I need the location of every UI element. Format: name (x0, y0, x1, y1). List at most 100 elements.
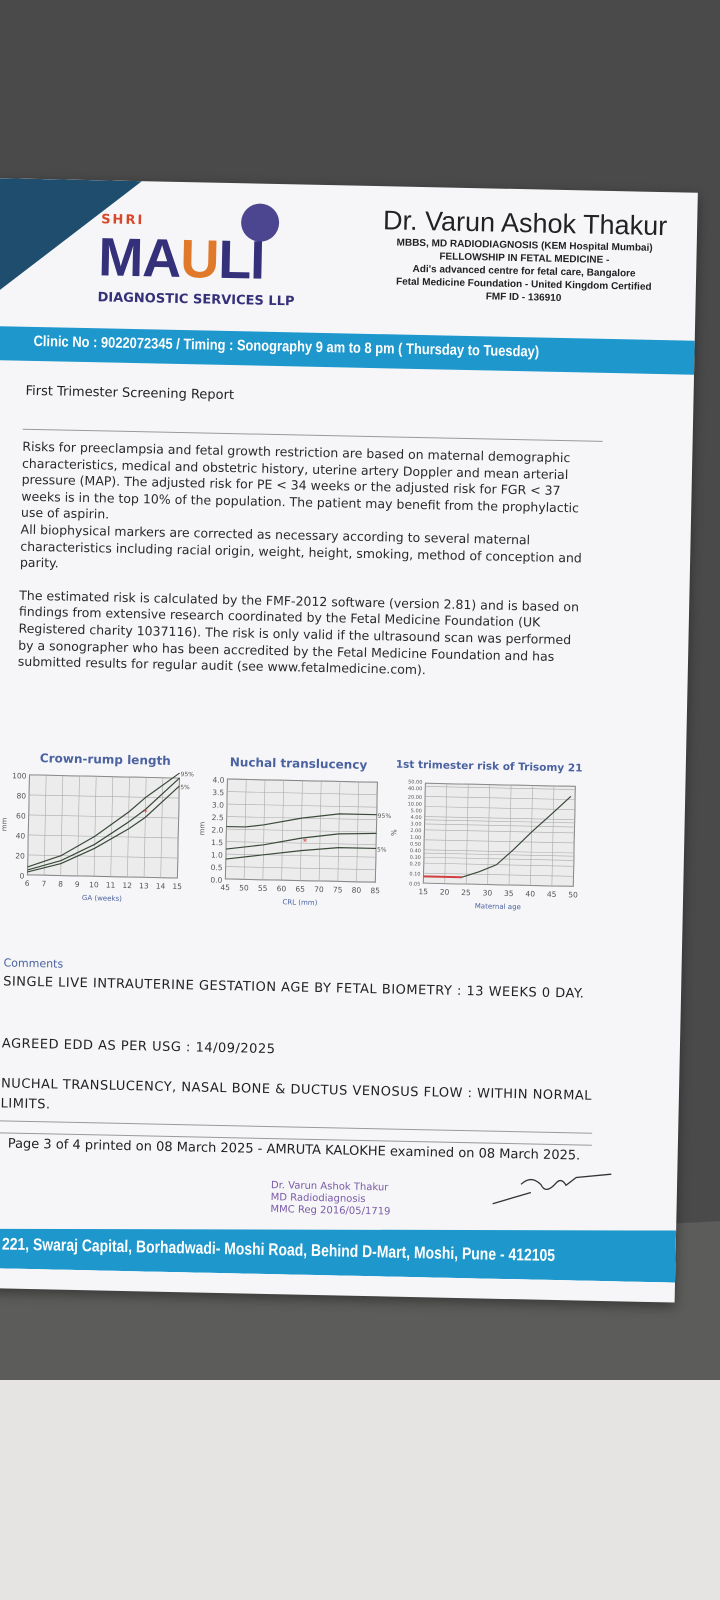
y-tick-label: 60 (16, 811, 26, 820)
y-tick-label: 0.40 (410, 848, 421, 854)
y-tick-label: 50.00 (408, 779, 422, 785)
x-tick-label: 80 (352, 886, 362, 895)
comment-line: SINGLE LIVE INTRAUTERINE GESTATION AGE B… (3, 974, 585, 1002)
grid-line (465, 784, 469, 885)
grid-line (508, 784, 512, 885)
grid-line (551, 785, 555, 886)
grid-line (93, 776, 97, 877)
grid-line (28, 834, 179, 839)
y-tick-label: 4.0 (212, 776, 224, 785)
grid-line (227, 778, 378, 783)
x-tick-label: 85 (370, 886, 380, 895)
grid-line (60, 775, 64, 876)
x-tick-label: 6 (25, 879, 30, 888)
report-title: First Trimester Screening Report (25, 383, 235, 404)
grid-line (225, 853, 376, 858)
logo-mauli: MAULI (97, 227, 265, 290)
series-label: 5% (377, 846, 387, 853)
y-tick-label: 3.0 (212, 800, 224, 809)
grid-line (127, 777, 130, 877)
grid-line (424, 806, 575, 810)
x-tick-label: 15 (418, 887, 428, 896)
y-tick-label: 3.5 (212, 788, 224, 797)
grid-line (423, 862, 574, 867)
x-tick-label: 13 (139, 881, 149, 890)
series-line (461, 795, 572, 878)
chart-title: Nuchal translucency (229, 755, 368, 772)
y-tick-label: 5.00 (411, 808, 422, 814)
x-tick-label: 14 (156, 882, 166, 891)
series-line (225, 832, 377, 850)
plot-area (422, 782, 576, 887)
y-axis-label: % (390, 829, 398, 836)
y-tick-label: 0.20 (410, 861, 421, 867)
x-axis-label: GA (weeks) (82, 894, 122, 903)
grid-line (423, 852, 574, 857)
y-tick-label: 0.5 (211, 863, 223, 872)
x-tick-label: 9 (75, 880, 80, 889)
clinic-band-text: Clinic No : 9022072345 / Timing : Sonogr… (33, 332, 540, 361)
y-tick-label: 1.0 (211, 850, 223, 859)
grid-line (27, 854, 178, 859)
series-line (27, 785, 180, 873)
grid-line (225, 866, 376, 870)
charts: Crown-rump length 6 7 8 9 10 11 12 13 14 15 0 20 40 60… (0, 750, 590, 922)
y-tick-label: 2.5 (212, 813, 224, 822)
grid-line (530, 785, 533, 886)
x-axis-label: Maternal age (475, 902, 521, 911)
grid-line (572, 786, 576, 887)
y-tick-label: 40 (16, 831, 26, 840)
grid-line (423, 882, 574, 887)
x-tick-label: 50 (239, 883, 249, 892)
doctor-stamp: Dr. Varun Ashok Thakur MD Radiodiagnosis M… (270, 1180, 391, 1219)
floor (0, 1380, 720, 1600)
x-tick-label: 55 (258, 884, 268, 893)
x-tick-label: 15 (172, 882, 182, 891)
series-label: 95% (180, 771, 194, 778)
y-tick-label: 1.00 (410, 835, 421, 841)
footer-text: Page 3 of 4 printed on 08 March 2025 - A… (7, 1136, 581, 1164)
y-tick-label: 100 (12, 771, 27, 780)
y-tick-label: 1.5 (211, 838, 223, 847)
y-tick-label: 0.10 (409, 871, 420, 877)
y-tick-label: 0.0 (210, 875, 222, 884)
patient-marker: * (143, 808, 148, 818)
grid-line (424, 829, 575, 834)
grid-line (424, 839, 575, 844)
report-body: Risks for preeclampsia and fetal growth … (17, 439, 592, 699)
y-tick-label: 0.05 (409, 881, 420, 887)
logo-ma: MA (97, 227, 181, 289)
y-tick-label: 0 (20, 871, 25, 880)
comments-label: Comments (3, 956, 64, 971)
grid-line (29, 774, 180, 779)
grid-line (225, 878, 376, 883)
grid-line (425, 782, 576, 787)
x-tick-label: 65 (295, 885, 305, 894)
logo-u: U (179, 228, 219, 290)
y-tick-label: 0.50 (410, 842, 421, 848)
y-tick-label: 80 (16, 791, 26, 800)
x-tick-label: 60 (277, 884, 287, 893)
series-line (27, 772, 180, 868)
x-tick-label: 8 (58, 880, 63, 889)
series-line (226, 813, 377, 828)
grid-line (27, 774, 30, 875)
paragraph: Risks for preeclampsia and fetal growth … (20, 438, 580, 522)
x-axis-label: CRL (mm) (282, 898, 317, 907)
grid-line (424, 823, 575, 828)
y-tick-label: 0.30 (410, 855, 421, 861)
grid-line (424, 816, 575, 820)
grid-line (177, 778, 180, 879)
nt-chart: Nuchal translucency 45 50 55 60 65 70 75 80 85 0.0… (195, 754, 393, 922)
chart-title: Crown-rump length (39, 751, 171, 768)
comment-line: NUCHAL TRANSLUCENCY, NASAL BONE & DUCTUS… (0, 1076, 593, 1113)
doctor-block: Dr. Varun Ashok Thakur MBBS, MD RADIODIA… (381, 204, 668, 307)
y-tick-label: 3.00 (410, 821, 421, 827)
x-tick-label: 75 (333, 885, 343, 894)
x-tick-label: 35 (504, 889, 514, 898)
x-tick-label: 50 (568, 890, 578, 899)
series-label: 5% (180, 784, 190, 791)
y-tick-label: 10.00 (408, 802, 422, 808)
x-tick-label: 10 (89, 880, 99, 889)
x-tick-label: 30 (483, 888, 493, 897)
